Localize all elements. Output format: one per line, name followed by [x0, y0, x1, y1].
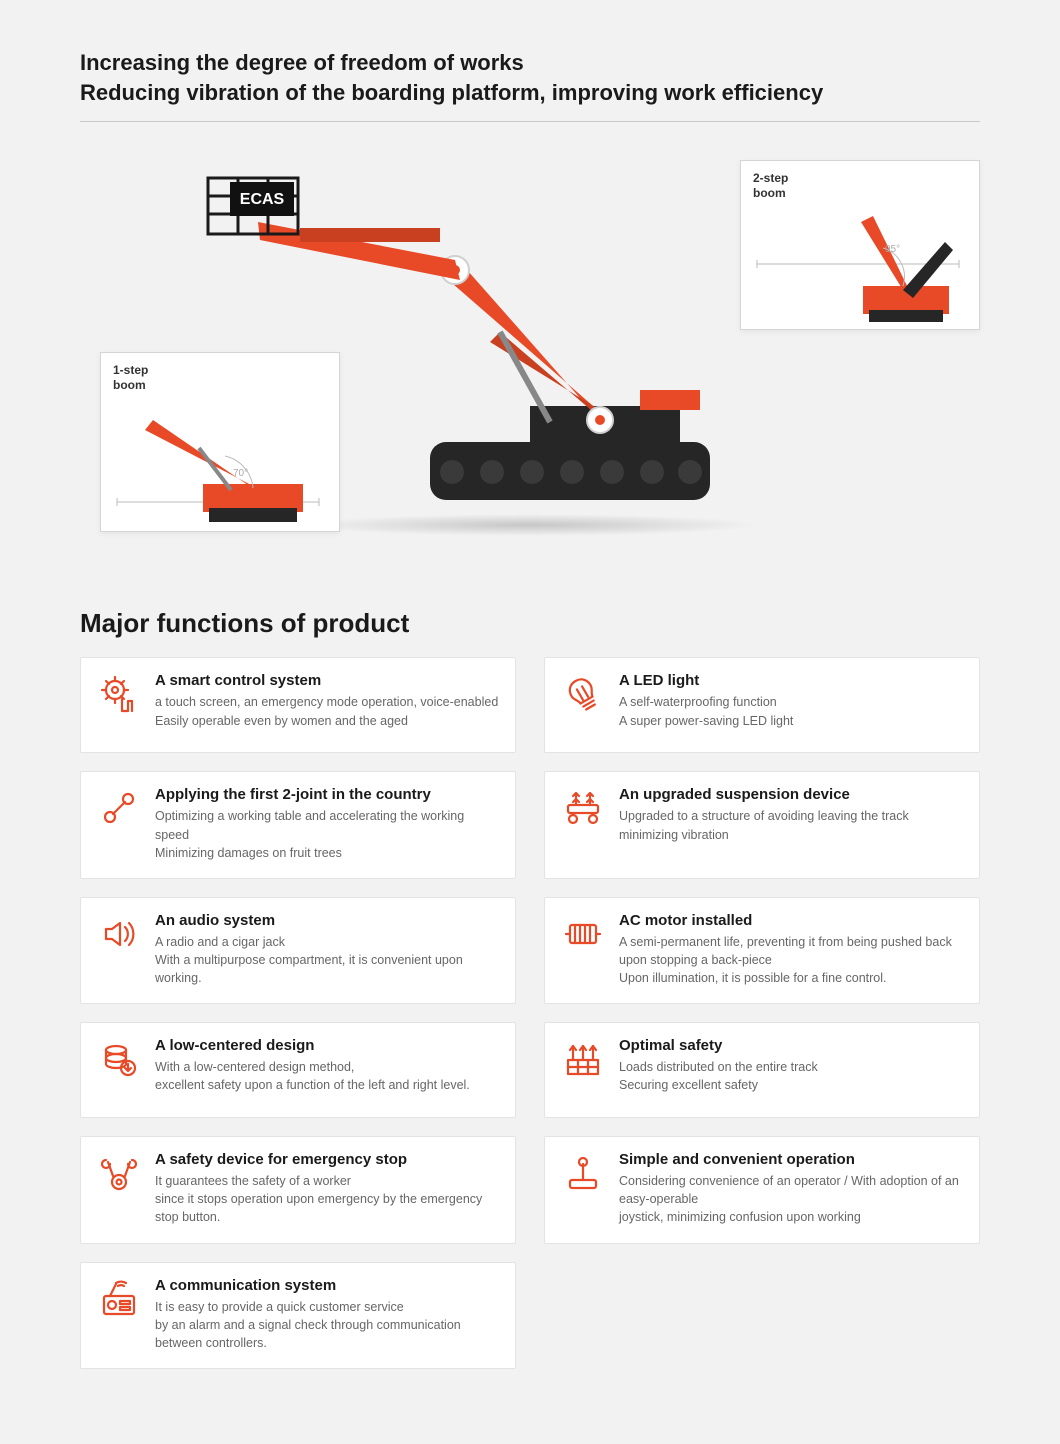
- page: Increasing the degree of freedom of work…: [0, 0, 1060, 1429]
- feature-title: Optimal safety: [619, 1037, 963, 1054]
- feature-card: Simple and convenient operation Consideri…: [544, 1136, 980, 1243]
- feature-body: A communication system It is easy to prov…: [155, 1277, 499, 1352]
- inset-1-label: 1-step boom: [113, 363, 327, 392]
- feature-desc: A semi-permanent life, preventing it fro…: [619, 933, 963, 987]
- feature-desc: A radio and a cigar jackWith a multipurp…: [155, 933, 499, 987]
- inset1-angle: 70°: [233, 468, 248, 479]
- inset2-angle: 95°: [885, 244, 900, 255]
- feature-title: An audio system: [155, 912, 499, 929]
- feature-card: Optimal safety Loads distributed on the e…: [544, 1022, 980, 1118]
- feature-body: An upgraded suspension device Upgraded to…: [619, 786, 963, 861]
- feature-desc: A self-waterproofing functionA super pow…: [619, 693, 963, 729]
- feature-body: AC motor installed A semi-permanent life,…: [619, 912, 963, 987]
- feature-title: A smart control system: [155, 672, 499, 689]
- feature-desc: Considering convenience of an operator /…: [619, 1172, 963, 1226]
- speaker-icon: [97, 912, 141, 956]
- suspension-icon: [561, 786, 605, 830]
- feature-body: Applying the first 2-joint in the countr…: [155, 786, 499, 861]
- gear-touch-icon: [97, 672, 141, 716]
- feature-card: Applying the first 2-joint in the countr…: [80, 771, 516, 878]
- feature-desc: It is easy to provide a quick customer s…: [155, 1298, 499, 1352]
- feature-title: AC motor installed: [619, 912, 963, 929]
- feature-body: Simple and convenient operation Consideri…: [619, 1151, 963, 1226]
- safety-icon: [561, 1037, 605, 1081]
- feature-card: An audio system A radio and a cigar jackW…: [80, 897, 516, 1004]
- motor-icon: [561, 912, 605, 956]
- feature-card: A LED light A self-waterproofing function…: [544, 657, 980, 753]
- feature-body: A low-centered design With a low-centered…: [155, 1037, 499, 1101]
- bulb-icon: [561, 672, 605, 716]
- feature-desc: Optimizing a working table and accelerat…: [155, 807, 499, 861]
- headline-line-2: Reducing vibration of the boarding platf…: [80, 78, 980, 108]
- inset-2-label: 2-step boom: [753, 171, 967, 200]
- feature-body: An audio system A radio and a cigar jackW…: [155, 912, 499, 987]
- tool-icon: [97, 1151, 141, 1195]
- feature-desc: It guarantees the safety of a workersinc…: [155, 1172, 499, 1226]
- feature-title: Simple and convenient operation: [619, 1151, 963, 1168]
- feature-card: An upgraded suspension device Upgraded to…: [544, 771, 980, 878]
- feature-title: An upgraded suspension device: [619, 786, 963, 803]
- feature-desc: With a low-centered design method,excell…: [155, 1058, 499, 1094]
- radio-icon: [97, 1277, 141, 1321]
- feature-title: A communication system: [155, 1277, 499, 1294]
- hero-illustration: ECAS 1-step boom: [80, 142, 980, 562]
- joint-icon: [97, 786, 141, 830]
- feature-body: Optimal safety Loads distributed on the e…: [619, 1037, 963, 1101]
- inset-2-step-boom: 2-step boom 95°: [740, 160, 980, 330]
- inset-1-step-boom: 1-step boom 70°: [100, 352, 340, 532]
- feature-desc: Upgraded to a structure of avoiding leav…: [619, 807, 963, 843]
- feature-card: AC motor installed A semi-permanent life,…: [544, 897, 980, 1004]
- feature-body: A smart control system a touch screen, an…: [155, 672, 499, 736]
- headline-line-1: Increasing the degree of freedom of work…: [80, 48, 980, 78]
- section-title: Major functions of product: [80, 608, 980, 639]
- features-grid: A smart control system a touch screen, an…: [80, 657, 980, 1369]
- feature-title: Applying the first 2-joint in the countr…: [155, 786, 499, 803]
- headline: Increasing the degree of freedom of work…: [80, 48, 980, 107]
- feature-card: A communication system It is easy to prov…: [80, 1262, 516, 1369]
- feature-card: A smart control system a touch screen, an…: [80, 657, 516, 753]
- feature-desc: Loads distributed on the entire trackSec…: [619, 1058, 963, 1094]
- feature-card: A safety device for emergency stop It gua…: [80, 1136, 516, 1243]
- brand-text: ECAS: [240, 191, 285, 208]
- feature-title: A LED light: [619, 672, 963, 689]
- feature-body: A safety device for emergency stop It gua…: [155, 1151, 499, 1226]
- joystick-icon: [561, 1151, 605, 1195]
- feature-title: A safety device for emergency stop: [155, 1151, 499, 1168]
- feature-body: A LED light A self-waterproofing function…: [619, 672, 963, 736]
- feature-desc: a touch screen, an emergency mode operat…: [155, 693, 499, 729]
- feature-title: A low-centered design: [155, 1037, 499, 1054]
- lowcenter-icon: [97, 1037, 141, 1081]
- feature-card: A low-centered design With a low-centered…: [80, 1022, 516, 1118]
- divider: [80, 121, 980, 122]
